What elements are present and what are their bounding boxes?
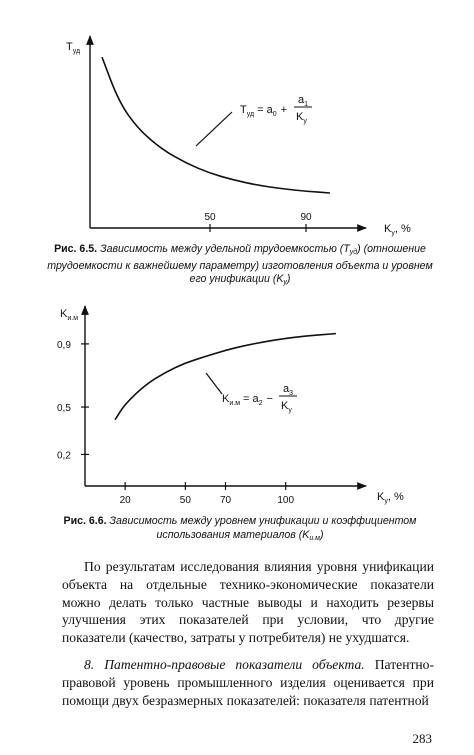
body-paragraph-2: 8. Патентно-правовые показатели объекта.… xyxy=(62,656,434,709)
svg-text:a3: a3 xyxy=(283,383,293,397)
fig2-y-tick-label: 0,2 xyxy=(57,450,71,461)
fig1-x-axis-label: Kу, % xyxy=(384,223,411,237)
svg-text:Kу: Kу xyxy=(296,111,307,125)
fig2-x-tick-label: 50 xyxy=(180,495,192,506)
fig2-x-tick-label: 70 xyxy=(220,495,232,506)
fig2-formula-leader xyxy=(205,372,223,395)
paragraph-2-heading: 8. Патентно-правовые показатели объекта. xyxy=(84,657,365,672)
svg-text:Kу: Kу xyxy=(281,400,292,414)
figure-6-5-caption: Рис. 6.5. Зависимость между удельной тру… xyxy=(47,243,433,286)
fig1-formula-leader xyxy=(195,111,233,147)
fig2-y-axis-label: Kи.м xyxy=(60,308,78,322)
svg-text:Kи.м= a2−: Kи.м = a2− xyxy=(222,393,273,407)
figure-6-5: Туд Kу, % 50 90 Туд = a0 + a1 Kу xyxy=(66,35,411,237)
fig1-x-tick-label: 50 xyxy=(204,212,216,223)
figure-6-6: Kи.м Kу, % 0,9 0,5 0,2 20 50 70 100 Kи.м = a2− … xyxy=(57,305,404,506)
svg-text:Туд= a0+: Туд = a0 + xyxy=(240,104,287,118)
fig2-y-tick-label: 0,9 xyxy=(57,340,71,351)
fig2-x-tick-label: 100 xyxy=(277,495,294,506)
paragraph-2-text: Патентно-правовой уровень промышленного … xyxy=(62,657,435,708)
paragraph-1-text: По результатам исследования влияния уров… xyxy=(62,559,434,646)
fig2-x-tick-label: 20 xyxy=(120,495,132,506)
fig2-y-tick-label: 0,5 xyxy=(57,403,71,414)
page-number: 283 xyxy=(412,731,433,746)
svg-text:a1: a1 xyxy=(298,94,308,108)
figure-6-6-caption: Рис. 6.6. Зависимость между уровнем униф… xyxy=(63,515,417,542)
figures-canvas: Туд Kу, % 50 90 Туд = a0 + a1 Kу Kи.м Kу, %… xyxy=(57,35,411,506)
fig2-x-axis-label: Kу, % xyxy=(377,491,404,505)
fig1-y-axis-label: Туд xyxy=(66,41,80,55)
fig1-curve xyxy=(101,56,331,194)
fig1-x-tick-label: 90 xyxy=(300,212,312,223)
body-paragraph-1: По результатам исследования влияния уров… xyxy=(62,558,434,647)
fig1-formula: Туд = a0 + a1 Kу xyxy=(240,94,312,125)
fig2-curve xyxy=(114,332,336,421)
fig2-formula: Kи.м = a2− a3 Kу xyxy=(222,383,297,414)
